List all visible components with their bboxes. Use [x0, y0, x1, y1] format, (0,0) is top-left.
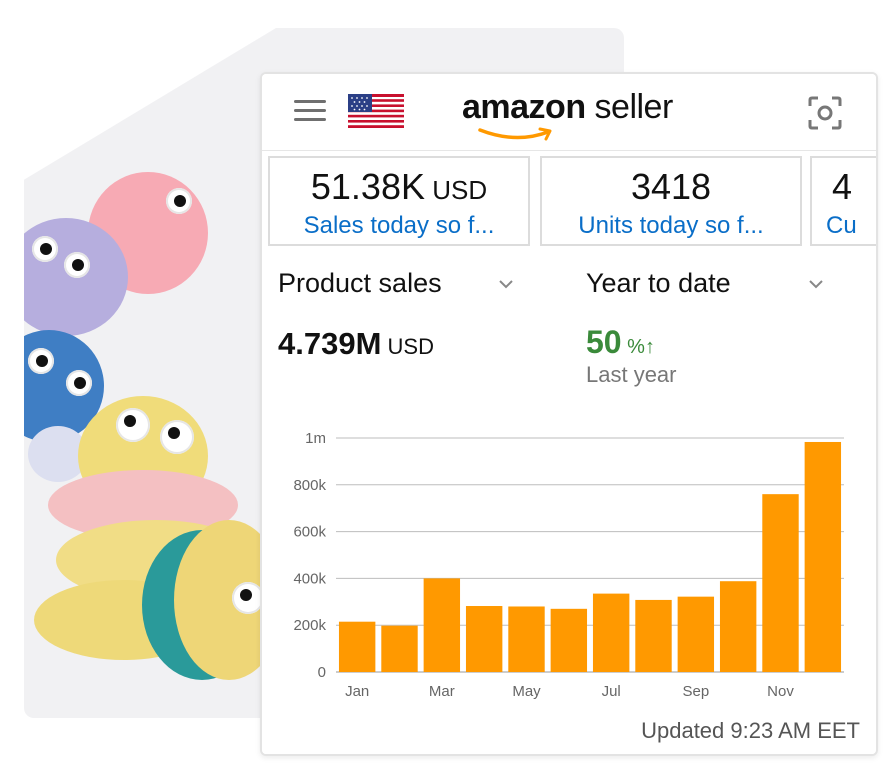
eye-icon — [66, 370, 92, 396]
bar-jun[interactable] — [550, 608, 588, 672]
y-tick-label: 800k — [293, 477, 326, 494]
bar-feb[interactable] — [381, 625, 418, 672]
bar-jan[interactable] — [338, 621, 376, 672]
us-flag-icon[interactable] — [348, 94, 404, 128]
bar-nov[interactable] — [762, 494, 799, 672]
metric-selector-dropdown[interactable]: Product sales — [278, 268, 442, 299]
amazon-smile-icon — [478, 127, 552, 141]
updated-timestamp: Updated 9:23 AM EET — [641, 718, 860, 743]
bar-sep[interactable] — [677, 596, 715, 672]
change-percentage: 50 %↑ — [586, 324, 655, 360]
comparison-label: Last year — [586, 362, 677, 387]
total-sales-value: 4.739M USD — [278, 326, 434, 361]
metric-label: Cu — [826, 212, 857, 239]
amazon-seller-logo: amazon seller — [462, 88, 674, 141]
logo-amazon: amazon — [462, 88, 586, 126]
metric-card-sales[interactable]: 51.38K USD Sales today so f... — [268, 156, 530, 246]
metric-label: Sales today so f... — [303, 212, 495, 239]
y-tick-label: 1m — [305, 430, 326, 447]
eye-icon — [28, 348, 54, 374]
app-header: amazon seller — [262, 74, 876, 151]
bar-mar[interactable] — [423, 578, 461, 672]
hamburger-menu-icon[interactable] — [294, 100, 326, 122]
bar-dec[interactable] — [804, 441, 842, 672]
metric-selector-label: Product sales — [278, 268, 442, 298]
metric-label: Units today so f... — [578, 212, 764, 239]
bar-aug[interactable] — [635, 599, 672, 672]
eye-icon — [160, 420, 194, 454]
y-tick-label: 200k — [293, 617, 326, 634]
x-tick-label: May — [512, 683, 541, 700]
metric-card-third[interactable]: 4 Cu — [810, 156, 876, 246]
eye-icon — [116, 408, 150, 442]
bar-jul[interactable] — [592, 593, 630, 672]
seller-app-panel: amazon seller 51.38K USD Sales today so … — [260, 72, 878, 756]
logo-seller: seller — [585, 88, 674, 126]
metric-value: 51.38K USD — [310, 166, 488, 207]
y-tick-label: 400k — [293, 570, 326, 587]
eye-icon — [64, 252, 90, 278]
chevron-down-icon[interactable] — [498, 276, 514, 292]
eye-icon — [32, 236, 58, 262]
chevron-down-icon[interactable] — [808, 276, 824, 292]
eye-icon — [166, 188, 192, 214]
arrow-up-icon: ↑ — [644, 336, 655, 358]
metric-value: 4 — [832, 166, 853, 207]
y-tick-label: 0 — [318, 664, 326, 681]
x-tick-label: Nov — [767, 683, 794, 700]
period-selector-dropdown[interactable]: Year to date — [586, 268, 731, 299]
clay-characters-illustration — [24, 150, 274, 710]
metric-value: 3418 — [630, 166, 712, 207]
x-tick-label: Jul — [602, 683, 621, 700]
sales-bar-chart: 0 200k 400k 600k 800k 1m Jan Mar May Jul Sep Nov — [293, 430, 844, 700]
bar-may[interactable] — [508, 606, 545, 672]
eye-icon — [232, 582, 264, 614]
period-selector-label: Year to date — [586, 268, 731, 298]
bar-apr[interactable] — [465, 606, 503, 672]
bar-oct[interactable] — [719, 581, 757, 672]
metric-card-units[interactable]: 3418 Units today so f... — [540, 156, 802, 246]
y-tick-label: 600k — [293, 524, 326, 541]
x-tick-label: Sep — [682, 683, 709, 700]
x-tick-label: Jan — [345, 683, 369, 700]
x-tick-label: Mar — [429, 683, 455, 700]
sales-report-section: Product sales Year to date 4.739M USD 50… — [262, 254, 876, 754]
scan-icon[interactable] — [808, 96, 842, 130]
metric-cards-row: 51.38K USD Sales today so f... 3418 Unit… — [262, 156, 876, 248]
